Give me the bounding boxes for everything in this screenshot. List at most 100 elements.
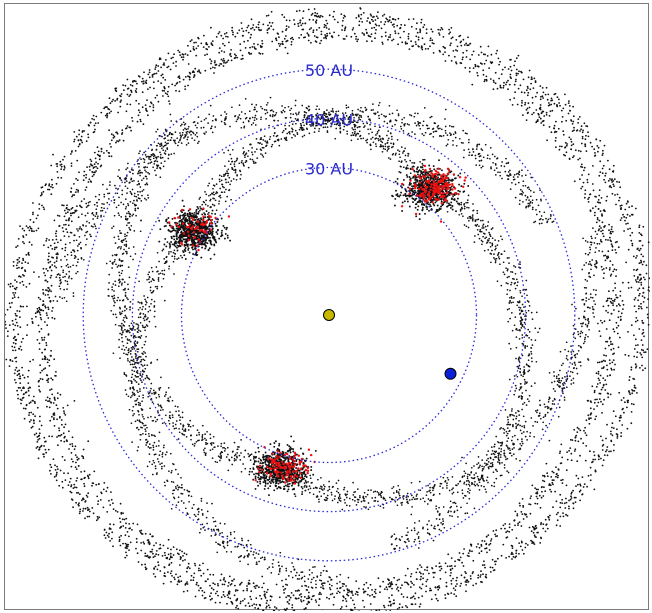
particle-point-1281 [230, 583, 233, 585]
particle-point-4590 [491, 249, 493, 252]
particle-point-2579 [83, 130, 85, 132]
particle-point-1398 [421, 583, 424, 586]
particle-point-2995 [581, 137, 584, 140]
particle-point-3349 [173, 53, 175, 56]
particle-point-419 [37, 296, 40, 299]
particle-point-2327 [354, 606, 356, 609]
particle-point-1496 [212, 573, 215, 576]
particle-point-2589 [27, 387, 30, 390]
particle-point-2832 [187, 44, 189, 47]
particle-point-1592 [157, 553, 160, 556]
particle-point-3110 [25, 254, 28, 256]
particle-point-1242 [110, 491, 112, 493]
particle-point-4701 [339, 581, 341, 583]
particle-point-2346 [370, 14, 373, 17]
particle-point-1635 [594, 398, 597, 401]
particle-point-3768 [289, 109, 291, 112]
particle-point-117 [399, 36, 402, 39]
particle-point-4758 [383, 114, 385, 117]
particle-point-997 [406, 42, 409, 45]
particle-point-3977 [260, 118, 262, 121]
particle-point-2309 [604, 181, 607, 184]
particle-point-407 [612, 353, 614, 355]
particle-point-1961 [98, 516, 101, 519]
particle-point-234 [45, 237, 48, 240]
particle-point-2028 [95, 115, 98, 118]
particle-point-4856 [535, 198, 538, 201]
particle-point-1078 [600, 388, 603, 391]
particle-point-4193 [77, 258, 80, 261]
particle-point-2350 [524, 546, 527, 549]
particle-point-69 [233, 53, 236, 56]
particle-point-4152 [473, 507, 476, 510]
particle-point-4110 [454, 502, 457, 505]
particle-point-619 [298, 594, 301, 596]
particle-point-1339 [115, 131, 118, 134]
particle-point-3280 [236, 32, 239, 34]
particle-point-4699 [196, 135, 199, 138]
particle-point-2088 [398, 606, 401, 609]
particle-point-4389 [489, 465, 491, 468]
particle-point-2600 [297, 25, 300, 27]
particle-point-843 [77, 465, 80, 467]
particle-point-4505 [387, 130, 390, 132]
particle-point-1282 [43, 272, 45, 274]
particle-point-800 [147, 114, 149, 117]
particle-point-2886 [25, 391, 28, 393]
particle-point-3132 [430, 28, 433, 31]
particle-point-3506 [518, 419, 520, 422]
particle-point-5 [244, 47, 247, 49]
particle-point-2837 [47, 188, 49, 191]
particle-point-2162 [497, 57, 500, 60]
particle-point-4804 [430, 132, 432, 135]
particle-point-707 [62, 407, 65, 409]
particle-point-3774 [308, 117, 311, 120]
particle-point-2852 [603, 454, 606, 456]
particle-point-10 [56, 418, 58, 421]
particle-point-3010 [80, 135, 83, 138]
particle-point-1137 [541, 490, 543, 493]
particle-point-954 [380, 27, 383, 30]
particle-point-2944 [84, 507, 87, 510]
particle-point-1340 [63, 209, 66, 212]
particle-point-81 [583, 429, 585, 432]
particle-point-2736 [109, 523, 111, 526]
particle-point-2618 [639, 367, 641, 369]
particle-point-626 [513, 519, 516, 522]
particle-point-2124 [415, 35, 418, 38]
particle-point-3654 [313, 131, 316, 133]
particle-point-4712 [220, 175, 223, 178]
particle-point-2556 [409, 597, 412, 599]
particle-point-665 [611, 245, 614, 247]
particle-point-3604 [94, 215, 97, 218]
particle-point-3219 [482, 573, 484, 576]
particle-point-2041 [30, 411, 33, 414]
particle-point-507 [46, 289, 48, 292]
particle-point-33 [214, 583, 216, 586]
particle-point-3076 [141, 80, 143, 83]
particle-point-1653 [535, 109, 538, 111]
particle-point-4453 [520, 386, 523, 388]
particle-point-1475 [77, 189, 80, 192]
particle-point-4283 [473, 241, 476, 243]
particle-point-1211 [218, 51, 221, 54]
particle-point-140 [604, 238, 607, 241]
particle-point-851 [608, 268, 611, 271]
particle-point-4940 [125, 393, 128, 396]
particle-point-4384 [244, 117, 247, 120]
particle-point-4812 [152, 449, 155, 451]
particle-point-4006 [186, 130, 189, 133]
particle-point-1531 [177, 76, 180, 79]
particle-point-4500 [490, 261, 492, 264]
particle-point-1176 [599, 382, 601, 384]
particle-point-884 [72, 212, 74, 214]
particle-point-2208 [598, 174, 601, 177]
particle-point-2974 [26, 324, 29, 326]
particle-point-472 [593, 408, 595, 410]
particle-point-866 [593, 214, 596, 217]
particle-point-4550 [96, 205, 99, 207]
particle-point-3773 [476, 228, 479, 231]
particle-point-3136 [531, 540, 534, 543]
particle-point-4551 [130, 177, 133, 180]
particle-point-934 [73, 194, 76, 196]
